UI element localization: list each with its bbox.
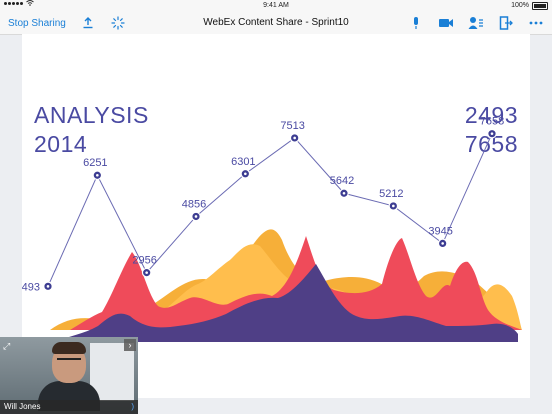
- data-point-center: [342, 191, 346, 195]
- status-time: 9:41 AM: [263, 2, 289, 9]
- status-bar: 9:41 AM 100%: [0, 0, 552, 12]
- data-label: 5212: [379, 188, 403, 200]
- data-point-center: [392, 204, 395, 208]
- data-label: 6301: [231, 156, 255, 168]
- exit-icon[interactable]: [498, 15, 514, 31]
- stop-sharing-button[interactable]: Stop Sharing: [8, 17, 66, 29]
- video-background-panel: [90, 343, 134, 401]
- data-point-center: [46, 285, 50, 288]
- video-camera-icon[interactable]: [438, 15, 454, 31]
- data-point-center: [490, 132, 494, 135]
- battery-percent: 100%: [511, 2, 529, 9]
- participant-name: Will Jones: [4, 402, 41, 411]
- data-point-center: [244, 172, 247, 176]
- data-label: 7513: [280, 120, 304, 132]
- headline-year: 2014: [34, 131, 88, 157]
- upload-icon[interactable]: [80, 15, 96, 31]
- microphone-icon[interactable]: [408, 15, 424, 31]
- status-right: 100%: [511, 0, 548, 12]
- video-preview[interactable]: ⤢ › Will Jones ): [0, 337, 138, 414]
- participants-icon[interactable]: [468, 15, 484, 31]
- data-point-center: [145, 271, 148, 274]
- purple-wave: [50, 264, 518, 344]
- data-label: 2956: [132, 255, 156, 267]
- video-person-glasses: [57, 358, 81, 365]
- data-label: 6251: [83, 157, 107, 169]
- headline-title: ANALYSIS: [34, 102, 149, 128]
- nav-left-group: Stop Sharing: [8, 12, 126, 34]
- shared-content: ANALYSIS 2014 2493 7658 2493 6251 2956 4856…: [22, 34, 530, 398]
- data-point-center: [293, 136, 296, 140]
- status-left: [4, 0, 34, 6]
- data-label: 7658: [480, 116, 504, 128]
- analysis-chart: 2493 6251 2956 4856 6301 7513 5642 5212 3945 7658: [22, 116, 522, 344]
- wifi-icon: [26, 0, 34, 6]
- chart-series: 2493 6251 2956 4856 6301 7513 5642 5212 3945 7658: [22, 116, 504, 294]
- data-label: 2493: [22, 281, 40, 293]
- data-point-center: [441, 242, 444, 245]
- data-point-center: [96, 173, 99, 177]
- chevron-right-icon[interactable]: ›: [124, 339, 136, 351]
- data-label: 5642: [330, 175, 354, 187]
- nav-right-group: [408, 12, 544, 34]
- participant-name-bar: Will Jones ): [0, 400, 138, 414]
- audio-icon: ): [131, 402, 134, 411]
- signal-icon: [4, 1, 23, 5]
- more-icon[interactable]: [528, 15, 544, 31]
- nav-bar: Stop Sharing WebEx Content Share - Sprin…: [0, 12, 552, 35]
- headline-stat-1: 2493: [464, 102, 518, 128]
- data-point-center: [194, 215, 198, 218]
- expand-icon[interactable]: ⤢: [3, 341, 11, 351]
- spinner-icon[interactable]: [110, 15, 126, 31]
- battery-icon: [532, 2, 548, 10]
- series-line: [47, 133, 493, 287]
- data-label: 3945: [428, 225, 452, 237]
- video-person-hair: [52, 342, 86, 354]
- red-wave: [70, 236, 522, 330]
- data-label: 4856: [182, 198, 206, 210]
